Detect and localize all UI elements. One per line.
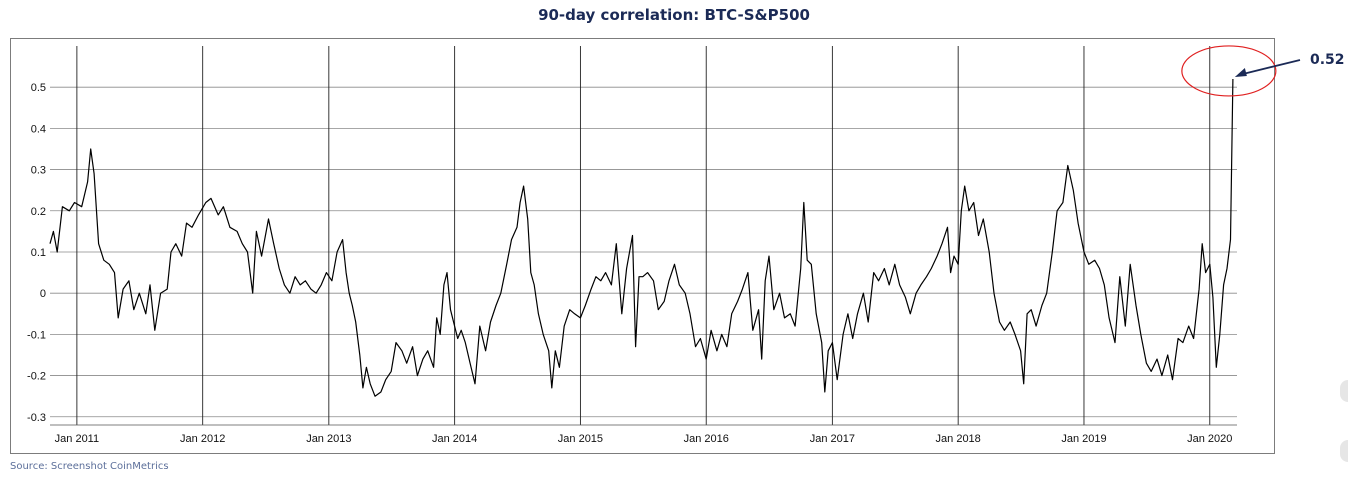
x-tick-label: Jan 2012 <box>180 433 225 445</box>
x-tick-label: Jan 2017 <box>810 433 855 445</box>
y-tick-label: 0.5 <box>31 82 46 94</box>
x-tick-label: Jan 2018 <box>936 433 981 445</box>
annotation-circle <box>1181 45 1277 97</box>
y-tick-label: -0.1 <box>27 329 46 341</box>
scroll-indicator[interactable] <box>1340 380 1348 402</box>
series-line <box>49 78 1234 397</box>
y-tick-label: 0.1 <box>31 247 46 259</box>
scroll-indicator[interactable] <box>1340 440 1348 462</box>
chart-title: 90-day correlation: BTC-S&P500 <box>538 6 810 24</box>
y-tick-label: 0.4 <box>31 123 46 135</box>
x-tick-label: Jan 2013 <box>306 433 351 445</box>
x-tick-label: Jan 2011 <box>55 433 99 445</box>
y-tick-label: 0.3 <box>31 165 46 177</box>
y-tick-label: 0 <box>40 288 46 300</box>
x-tick-label: Jan 2015 <box>558 433 603 445</box>
x-tick-label: Jan 2020 <box>1187 433 1232 445</box>
source-note: Source: Screenshot CoinMetrics <box>10 461 169 472</box>
y-tick-label: 0.2 <box>31 206 46 218</box>
annotation-label: 0.52 <box>1310 52 1345 68</box>
y-tick-label: -0.3 <box>27 412 46 424</box>
chart-frame <box>10 38 1275 454</box>
annotation-arrowhead <box>1234 67 1247 77</box>
x-tick-label: Jan 2016 <box>684 433 729 445</box>
annotation-arrow <box>1238 59 1301 76</box>
y-tick-label: -0.2 <box>27 371 46 383</box>
x-tick-label: Jan 2014 <box>432 433 477 445</box>
x-tick-label: Jan 2019 <box>1061 433 1106 445</box>
